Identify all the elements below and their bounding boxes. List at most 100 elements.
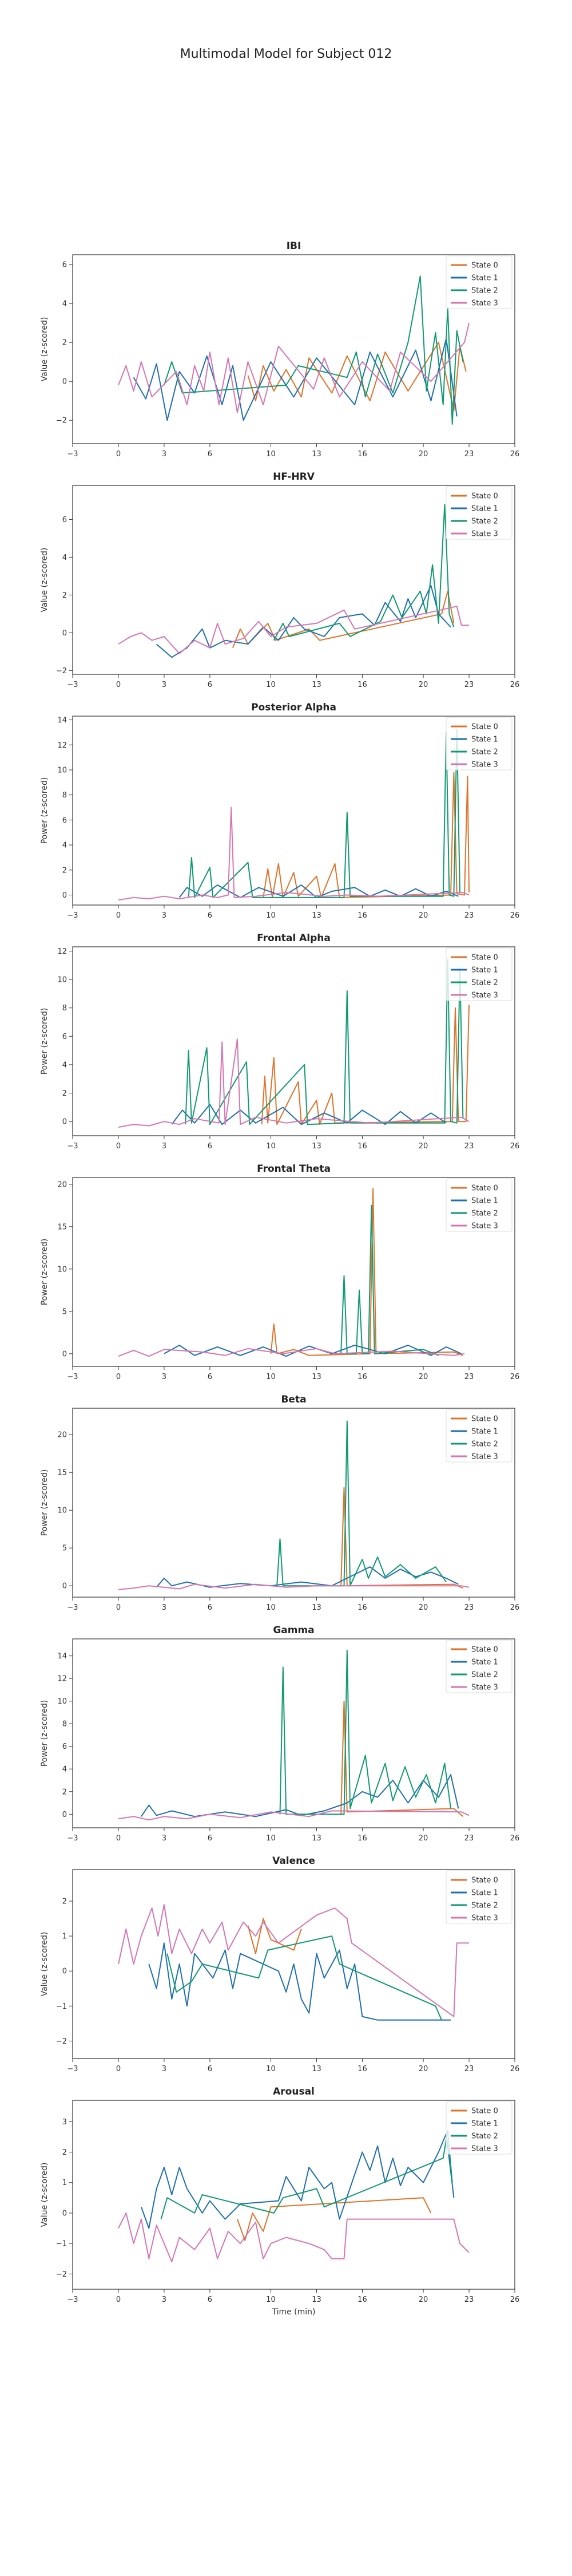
y-tick-label: 8 [62, 791, 67, 800]
legend-label: State 2 [471, 979, 498, 987]
x-tick-label: 6 [208, 911, 212, 920]
chart-panel-1: HF-HRV −3 0 3 6 10 13 16 20 23 26 −2 0 2 4 6 Value (z-sc… [40, 471, 519, 689]
x-tick-label: −3 [67, 681, 78, 689]
x-tick-label: 13 [312, 911, 321, 920]
x-tick-label: 13 [312, 1603, 321, 1612]
legend-box [446, 1409, 513, 1463]
y-tick-label: 5 [62, 1544, 67, 1553]
x-tick-label: 10 [266, 1142, 276, 1151]
series-line-state-0 [247, 342, 467, 412]
legend-label: State 3 [471, 1684, 498, 1692]
x-tick-label: 0 [116, 1603, 121, 1612]
x-tick-label: −3 [67, 2296, 78, 2304]
x-tick-label: 10 [266, 2296, 276, 2304]
x-tick-label: 20 [419, 1603, 428, 1612]
x-tick-label: 16 [357, 1834, 367, 1843]
series-line-state-2 [188, 729, 460, 898]
y-tick-label: 6 [62, 261, 67, 270]
y-tick-label: −1 [56, 2002, 67, 2011]
x-tick-label: 10 [266, 1834, 276, 1843]
series-line-state-2 [273, 504, 455, 641]
legend-label: State 3 [471, 1222, 498, 1231]
x-tick-label: 26 [510, 1834, 520, 1843]
y-tick-label: 0 [62, 1811, 67, 1819]
y-tick-label: 14 [57, 716, 67, 725]
legend-label: State 0 [471, 262, 498, 270]
chart-title: HF-HRV [273, 471, 315, 483]
y-tick-label: 3 [62, 2118, 67, 2127]
legend-box [446, 255, 513, 309]
legend-box [446, 947, 513, 1001]
chart-title: Gamma [273, 1625, 314, 1636]
chart-panel-4: Frontal Theta −3 0 3 6 10 13 16 20 23 26 0 5 10 15 20 Po… [40, 1163, 519, 1381]
x-tick-label: 16 [357, 450, 367, 459]
x-tick-label: 10 [266, 1373, 276, 1381]
series-line-state-2 [279, 1649, 451, 1815]
x-axis-label: Time (min) [271, 2308, 315, 2317]
legend-label: State 2 [471, 2132, 498, 2141]
x-tick-label: 26 [510, 681, 520, 689]
y-tick-label: 14 [57, 1652, 67, 1661]
legend-label: State 2 [471, 517, 498, 526]
legend-label: State 2 [471, 748, 498, 757]
figure-title: Multimodal Model for Subject 012 [180, 47, 392, 61]
x-tick-label: 6 [208, 1603, 212, 1612]
y-tick-label: −1 [56, 2240, 67, 2249]
series-line-state-2 [340, 1204, 439, 1356]
legend-label: State 2 [471, 1671, 498, 1680]
y-tick-label: 2 [62, 2148, 67, 2157]
x-tick-label: 20 [419, 450, 428, 459]
x-tick-label: 3 [162, 681, 166, 689]
legend-box [446, 486, 513, 540]
y-tick-label: 2 [62, 1089, 67, 1098]
x-tick-label: 16 [357, 1603, 367, 1612]
x-tick-label: −3 [67, 911, 78, 920]
x-tick-label: 3 [162, 1834, 166, 1843]
legend-label: State 1 [471, 2120, 498, 2128]
series-line-state-1 [171, 1104, 447, 1125]
series-line-state-1 [156, 584, 451, 658]
x-tick-label: 6 [208, 1373, 212, 1381]
series-line-state-2 [160, 2130, 453, 2219]
y-tick-label: 10 [57, 1265, 67, 1274]
x-tick-label: 16 [357, 2065, 367, 2073]
legend-box [446, 1639, 513, 1693]
series-line-state-3 [118, 1904, 469, 2017]
x-tick-label: 16 [357, 681, 367, 689]
legend-label: State 3 [471, 1914, 498, 1923]
legend-label: State 1 [471, 1428, 498, 1436]
legend-box [446, 1178, 513, 1232]
series-line-state-0 [232, 590, 455, 649]
x-tick-label: 0 [116, 1373, 121, 1381]
legend-label: State 0 [471, 954, 498, 962]
plot-frame [72, 254, 515, 444]
series-line-state-3 [118, 2212, 470, 2263]
y-axis-label: Value (z-scored) [40, 1932, 49, 1997]
y-tick-label: −2 [56, 667, 67, 675]
series-line-state-0 [340, 1700, 464, 1817]
y-axis-label: Value (z-scored) [40, 548, 49, 613]
series-line-state-2 [276, 1420, 447, 1587]
chart-panel-2: Posterior Alpha −3 0 3 6 10 13 16 20 23 26 0 2 4 6 8 10 1… [40, 702, 519, 920]
legend-label: State 0 [471, 1646, 498, 1654]
x-tick-label: 20 [419, 2065, 428, 2073]
series-line-state-1 [164, 1345, 462, 1357]
chart-title: Frontal Theta [257, 1163, 331, 1175]
x-tick-label: 26 [510, 2296, 520, 2304]
x-tick-label: 3 [162, 1373, 166, 1381]
legend-label: State 1 [471, 274, 498, 283]
x-tick-label: 6 [208, 681, 212, 689]
chart-panel-5: Beta −3 0 3 6 10 13 16 20 23 26 0 5 10 15 20 Power (z-sc… [40, 1394, 519, 1612]
series-line-state-0 [340, 1487, 463, 1589]
legend-label: State 2 [471, 1902, 498, 1910]
x-tick-label: 0 [116, 450, 121, 459]
legend-label: State 3 [471, 761, 498, 769]
x-tick-label: −3 [67, 450, 78, 459]
y-tick-label: 1 [62, 1933, 67, 1941]
x-tick-label: 20 [419, 2296, 428, 2304]
y-tick-label: 12 [57, 741, 67, 750]
plot-frame [72, 1408, 515, 1598]
y-tick-label: 8 [62, 1720, 67, 1729]
